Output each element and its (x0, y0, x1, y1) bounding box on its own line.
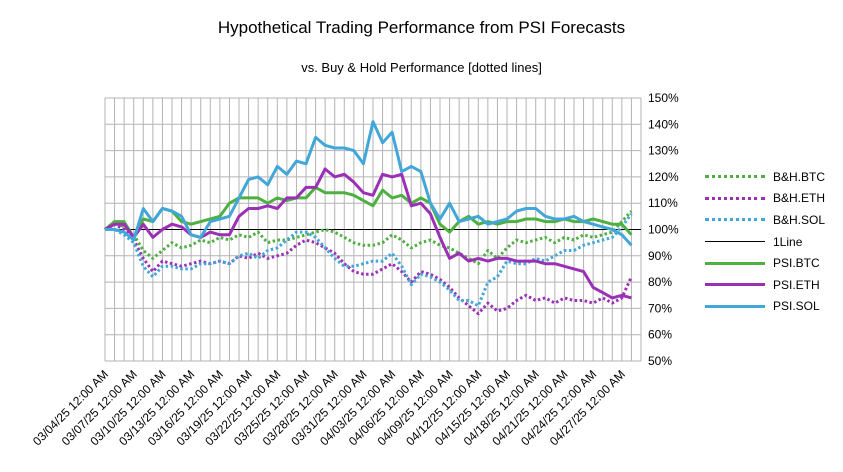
legend-swatch (705, 304, 765, 308)
legend-swatch (705, 261, 765, 265)
legend-item: B&H.BTC (705, 166, 825, 188)
legend-item: 1Line (705, 231, 825, 253)
y-tick-label: 90% (648, 249, 672, 263)
series-line-b-h-eth (104, 222, 633, 316)
legend-label: B&H.SOL (773, 212, 826, 227)
legend-item: PSI.ETH (705, 274, 825, 296)
legend-label: B&H.BTC (773, 169, 826, 184)
y-tick-label: 70% (648, 301, 672, 315)
y-tick-label: 150% (648, 91, 679, 105)
series-line-psi-eth (104, 167, 632, 300)
series-line-psi-btc (104, 185, 633, 239)
series-line-b-h-btc (104, 210, 633, 266)
chart-subtitle: vs. Buy & Hold Performance [dotted lines… (301, 60, 542, 75)
legend-item: PSI.SOL (705, 296, 825, 318)
y-tick-label: 100% (648, 223, 679, 237)
chart-title: Hypothetical Trading Performance from PS… (217, 18, 626, 37)
legend-swatch (705, 283, 765, 287)
y-tick-label: 140% (648, 117, 679, 131)
legend-label: B&H.ETH (773, 191, 826, 206)
legend-label: 1Line (773, 234, 803, 249)
legend: B&H.BTC B&H.ETH B&H.SOL 1Line PSI.BTC PSI.ETH… (705, 166, 825, 317)
legend-swatch (705, 175, 765, 179)
legend-swatch (705, 218, 765, 222)
y-tick-label: 130% (648, 144, 679, 158)
legend-item: PSI.BTC (705, 252, 825, 274)
legend-item: B&H.ETH (705, 188, 825, 210)
legend-swatch (705, 196, 765, 200)
series-line-psi-sol (105, 120, 633, 247)
y-tick-label: 110% (648, 196, 678, 210)
y-tick-label: 60% (648, 328, 672, 342)
legend-label: PSI.SOL (773, 299, 820, 314)
y-tick-label: 120% (648, 170, 679, 184)
series-line-b-h-sol (105, 212, 633, 308)
legend-label: PSI.BTC (773, 256, 820, 271)
legend-item: B&H.SOL (705, 209, 825, 231)
legend-swatch (705, 241, 765, 243)
y-tick-label: 80% (648, 275, 672, 289)
legend-label: PSI.ETH (773, 277, 820, 292)
y-tick-label: 50% (648, 354, 672, 368)
